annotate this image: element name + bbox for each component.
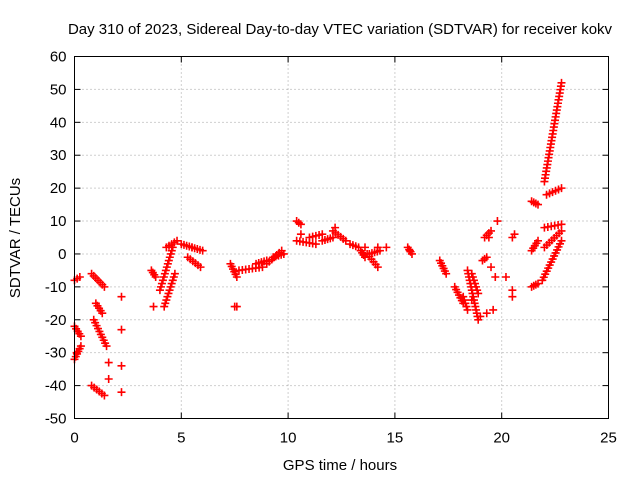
data-point (482, 309, 491, 318)
data-point (510, 230, 519, 239)
data-point (534, 236, 543, 245)
data-point (100, 282, 109, 291)
data-point (232, 302, 241, 311)
data-point (341, 236, 350, 245)
data-point (296, 220, 305, 229)
data-point (476, 312, 485, 321)
x-tick-label: 5 (177, 430, 185, 447)
data-point (487, 226, 496, 235)
data-point (100, 391, 109, 400)
y-tick-label: 0 (58, 246, 66, 263)
plot-frame (74, 56, 609, 419)
data-point (373, 243, 382, 252)
x-tick-label: 20 (493, 430, 510, 447)
y-tick-label: -20 (45, 312, 67, 329)
axis-ticks: -50 -40 -30 -20 -10 0 10 20 30 40 50 60 0 5 10 15 20 25 (45, 49, 617, 447)
y-tick-label: -30 (45, 345, 67, 362)
y-tick-label: 40 (50, 114, 67, 131)
data-point (493, 217, 502, 226)
data-point (76, 342, 85, 351)
y-tick-label: 10 (50, 213, 67, 230)
data-point (467, 296, 476, 305)
data-point (557, 220, 566, 229)
data-point (296, 230, 305, 239)
data-point (331, 223, 340, 232)
data-point (463, 305, 472, 314)
data-point (474, 289, 483, 298)
data-point (442, 269, 451, 278)
y-tick-label: -50 (45, 411, 67, 428)
data-point (311, 240, 320, 249)
data-point (151, 272, 160, 281)
data-point (557, 184, 566, 193)
data-point (382, 243, 391, 252)
data-point (508, 292, 517, 301)
y-tick-label: -40 (45, 378, 67, 395)
data-point (104, 375, 113, 384)
chart-title: Day 310 of 2023, Sidereal Day-to-day VTE… (68, 21, 613, 38)
data-point (98, 309, 107, 318)
data-point (72, 348, 81, 357)
data-point (102, 342, 111, 351)
data-point (360, 243, 369, 252)
data-point (405, 246, 414, 255)
data-point (117, 292, 126, 301)
y-tick-label: 20 (50, 180, 67, 197)
data-point (258, 263, 267, 272)
y-tick-label: 60 (50, 49, 67, 66)
data-point (104, 358, 113, 367)
data-point (491, 272, 500, 281)
y-axis-label: SDTVAR / TECUs (7, 178, 24, 298)
x-tick-label: 10 (280, 430, 297, 447)
data-point (489, 305, 498, 314)
data-point (534, 279, 543, 288)
data-point (501, 272, 510, 281)
data-point (149, 302, 158, 311)
data-point (557, 78, 566, 87)
x-tick-label: 25 (600, 430, 617, 447)
data-point (76, 332, 85, 341)
y-tick-label: 50 (50, 81, 67, 98)
data-point (173, 236, 182, 245)
data-point (484, 233, 493, 242)
x-axis-label: GPS time / hours (283, 457, 397, 474)
data-point (487, 263, 496, 272)
data-point (279, 249, 288, 258)
data-point (117, 388, 126, 397)
y-tick-label: -10 (45, 279, 67, 296)
data-point (75, 272, 84, 281)
data-point (373, 263, 382, 272)
data-point (117, 325, 126, 334)
data-point (170, 269, 179, 278)
data-point (232, 272, 241, 281)
data-point (117, 361, 126, 370)
data-point (196, 263, 205, 272)
data-points (70, 78, 566, 400)
data-point (557, 236, 566, 245)
y-tick-label: 30 (50, 147, 67, 164)
data-point (534, 200, 543, 209)
data-point (198, 246, 207, 255)
x-tick-label: 0 (70, 430, 78, 447)
data-point (482, 253, 491, 262)
x-tick-label: 15 (387, 430, 404, 447)
